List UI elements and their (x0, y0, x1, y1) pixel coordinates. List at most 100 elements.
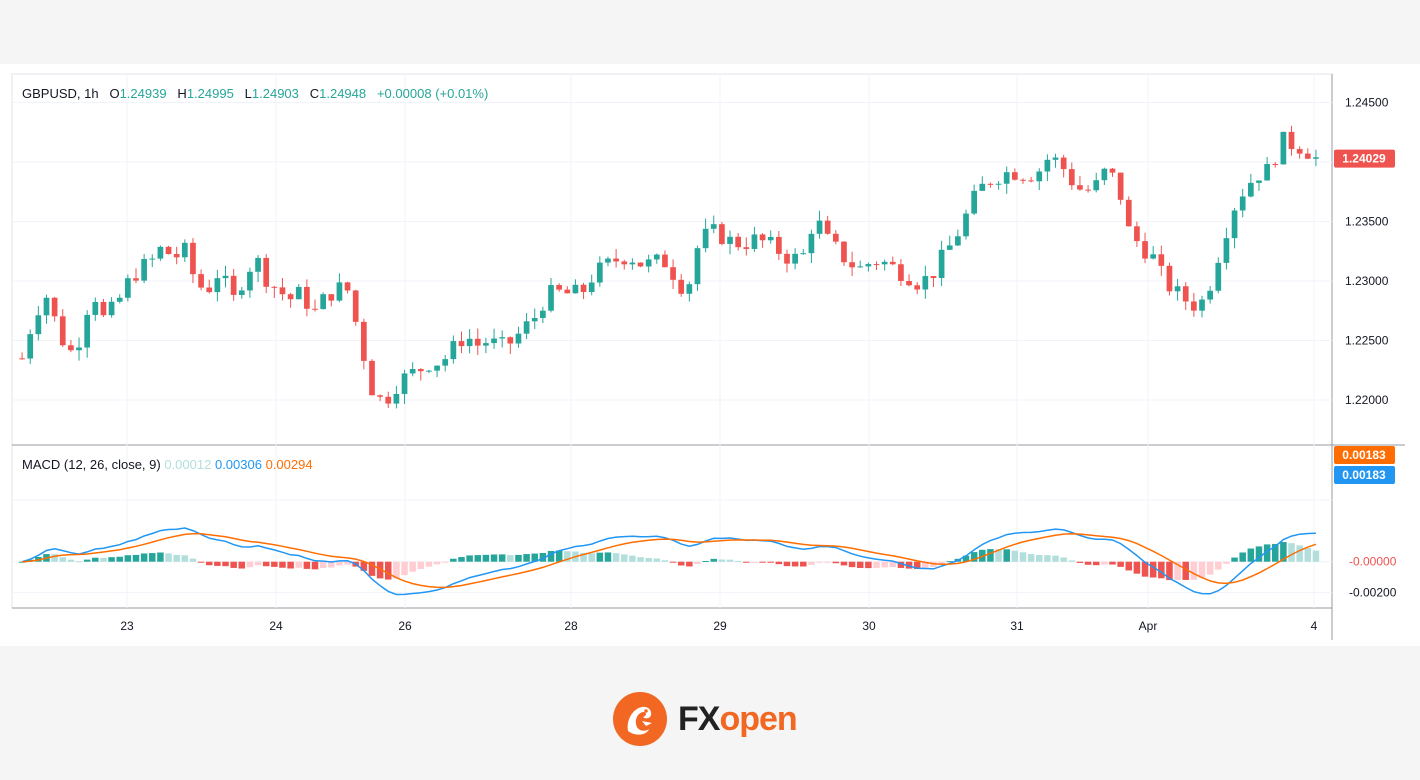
histogram-bar (482, 554, 490, 562)
histogram-bar (946, 561, 953, 563)
macd-lines (21, 527, 1317, 596)
candle-body (759, 234, 766, 241)
candle-body (898, 264, 904, 281)
histogram-bar (580, 552, 587, 562)
candle-body (808, 233, 815, 254)
candle-body (955, 236, 961, 246)
histogram-bar (376, 561, 384, 579)
histogram-bar (962, 555, 970, 562)
candle-body (1207, 290, 1213, 300)
histogram-bar (246, 561, 254, 568)
candle-body (1060, 157, 1067, 170)
histogram-bar (1215, 561, 1222, 570)
macd-value-tag-bg (1334, 466, 1395, 484)
candle-body (1109, 168, 1116, 173)
candle-body (1239, 196, 1246, 211)
candle-body (458, 341, 465, 347)
histogram-bar (67, 559, 75, 562)
histogram-bar (100, 557, 107, 562)
candle-body (287, 294, 294, 300)
candle-body (800, 253, 807, 255)
histogram-bar (433, 561, 441, 565)
histogram-bar (157, 552, 164, 562)
histogram-bar (498, 554, 506, 562)
candle-body (946, 245, 953, 250)
chart-frame (11, 73, 1333, 609)
histogram-bar (417, 561, 425, 570)
signal-line (22, 532, 1317, 589)
histogram-bar (1288, 543, 1295, 562)
histogram-bar (1174, 561, 1181, 580)
candle-body (1247, 182, 1254, 197)
candle-body (499, 337, 506, 339)
candle-body (881, 261, 888, 265)
price-chart[interactable]: 1.24500 1.23500 1.23000 1.22500 1.22000 -0.00… (0, 0, 1420, 646)
candle-body (1191, 301, 1197, 311)
candle-body (523, 321, 530, 334)
histogram-bar (51, 554, 58, 562)
histogram-bar (897, 561, 905, 568)
histogram-bar (1190, 561, 1198, 580)
time-tick-label: 26 (398, 619, 412, 633)
histogram-bar (612, 553, 620, 562)
candle-body (352, 290, 359, 322)
candle-body (1256, 180, 1262, 183)
dragon-icon (613, 692, 667, 746)
timeframe-label: 1h (84, 86, 99, 101)
candle-body (51, 297, 58, 317)
candle-body (987, 183, 994, 185)
candle-body (719, 224, 725, 244)
candle-body (1134, 226, 1140, 242)
histogram-bar (1182, 561, 1189, 580)
histogram-bar (873, 561, 880, 568)
histogram-bar (905, 561, 913, 569)
histogram-bar (629, 555, 636, 562)
histogram-bar (1052, 555, 1059, 562)
histogram-bar (913, 561, 921, 570)
histogram-bar (734, 560, 742, 562)
candle-body (271, 286, 278, 288)
candle-body (304, 286, 310, 309)
candle-body (727, 236, 733, 244)
histogram-bar (645, 558, 652, 562)
histogram-bar (83, 559, 91, 562)
histogram-bar (360, 561, 368, 571)
candle-body (149, 258, 156, 260)
candle-body (832, 233, 839, 242)
candle-body (849, 262, 855, 268)
candle-body (279, 287, 286, 295)
candle-body (507, 337, 514, 344)
histogram-bar (1092, 561, 1100, 566)
histogram-bar (783, 561, 791, 567)
candle-body (776, 236, 782, 254)
candle-body (1125, 199, 1132, 227)
candle-body (1272, 164, 1279, 166)
histogram-bar (1198, 561, 1206, 578)
candle-body (59, 316, 66, 346)
candle-body (100, 301, 107, 316)
histogram-bar (311, 561, 319, 570)
time-tick-label: 29 (713, 619, 727, 633)
candle-body (531, 318, 538, 322)
candle-body (92, 301, 99, 315)
signal-value-tag: 0.00183 (1342, 448, 1386, 462)
candle-body (141, 258, 147, 281)
candle-body (515, 333, 522, 344)
candle-body (873, 264, 880, 266)
axes: 1.24500 1.23500 1.23000 1.22500 1.22000 -0.00… (120, 96, 1396, 633)
histogram-bar (1166, 561, 1173, 581)
open-value: 1.24939 (119, 86, 167, 101)
candle-body (238, 290, 245, 295)
candle-body (401, 373, 408, 394)
candle-body (474, 338, 481, 346)
candle-body (686, 284, 693, 294)
candle-body (312, 308, 318, 310)
candle-body (914, 285, 921, 290)
histogram-bar (425, 561, 433, 567)
histogram-bar (970, 552, 978, 562)
candle-body (865, 264, 872, 267)
histogram-bar (1206, 561, 1214, 575)
candle-body (922, 276, 929, 290)
candle-body (19, 358, 25, 360)
candle-body (540, 310, 546, 319)
